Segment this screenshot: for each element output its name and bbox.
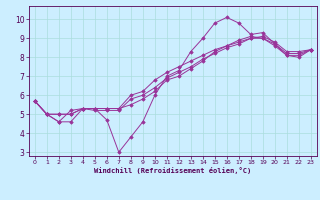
X-axis label: Windchill (Refroidissement éolien,°C): Windchill (Refroidissement éolien,°C) [94,167,252,174]
